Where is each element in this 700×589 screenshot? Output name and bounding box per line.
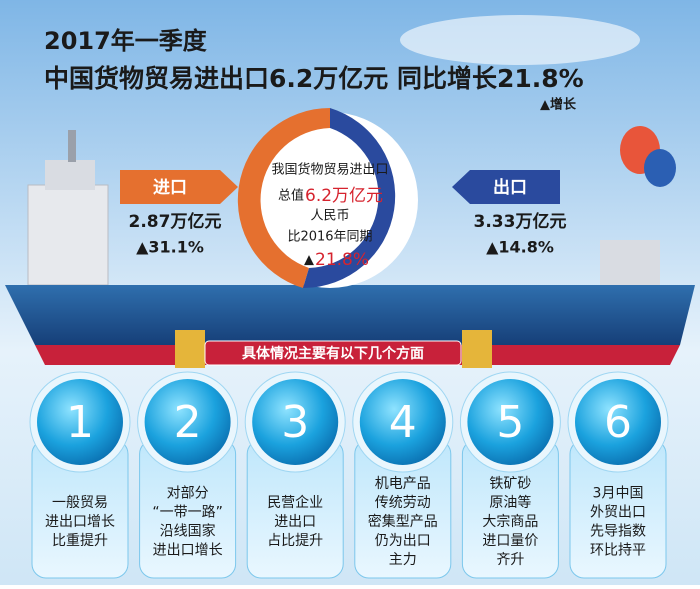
import-amount: 2.87万亿元: [129, 211, 222, 232]
item-text: 仍为出口: [375, 533, 431, 549]
center-arrow: ▲: [304, 253, 314, 268]
legend: ▲增长: [540, 97, 577, 113]
import-label: 进口: [153, 178, 187, 198]
center-text: 我国货物贸易进出口: [271, 162, 388, 178]
ship-crane: [600, 240, 660, 285]
item-number: 3: [281, 397, 309, 448]
item-text: 进出口增长: [153, 543, 223, 559]
item-text: 占比提升: [267, 533, 323, 549]
item-text: 主力: [389, 552, 417, 568]
item-number: 4: [389, 397, 417, 448]
coins: [175, 330, 205, 368]
item-text: 铁矿砂: [489, 476, 531, 492]
item-text: 原油等: [489, 494, 531, 511]
ship-mast: [68, 130, 76, 162]
item-text: “一带一路”: [152, 505, 223, 521]
item-ball: [252, 379, 339, 465]
balloon: [644, 149, 676, 187]
item-ball: [359, 379, 446, 465]
item-number: 6: [604, 397, 632, 448]
import-growth: ▲31.1%: [136, 238, 204, 257]
export-amount: 3.33万亿元: [474, 211, 567, 232]
import-tag: [120, 170, 238, 204]
item-text: 齐升: [496, 552, 524, 568]
center-text: 比2016年同期: [287, 230, 372, 245]
export-label: 出口: [493, 177, 527, 198]
ship-cabin: [27, 184, 109, 286]
item-text: 进出口增长: [45, 514, 115, 530]
ship-hull: [5, 285, 695, 345]
item-text: 进口量价: [482, 533, 538, 549]
donut-import: [237, 107, 330, 288]
ship-cabin: [45, 160, 95, 190]
center-value: 21.8%: [315, 250, 369, 270]
item-number: 1: [66, 397, 94, 448]
item-text: 沿线国家: [160, 523, 216, 540]
item-ball: [37, 379, 123, 465]
item-text: 一般贸易: [52, 495, 108, 511]
center-text: 人民币: [310, 209, 349, 224]
item-text: 比重提升: [52, 533, 108, 549]
item-ball: [144, 379, 231, 465]
items: 1一般贸易进出口增长比重提升2对部分“一带一路”沿线国家进出口增长3民营企业进出…: [29, 371, 669, 579]
item-ball: [467, 379, 554, 465]
item-text: 机电产品: [375, 476, 431, 492]
item-text: 进出口: [274, 514, 316, 530]
cloud: [400, 15, 640, 65]
item-text: 传统劳动: [375, 495, 431, 511]
item-number: 5: [496, 397, 524, 448]
item-text: 外贸出口: [590, 505, 646, 521]
title: 中国货物贸易进出口6.2万亿元 同比增长21.8%: [44, 64, 584, 93]
center-text: 总值: [278, 188, 304, 204]
item-text: 民营企业: [267, 494, 323, 511]
donut-export: [303, 108, 396, 289]
export-tag: [452, 170, 560, 204]
item-text: 先导指数: [590, 524, 646, 540]
center-value: 6.2万亿元: [305, 186, 383, 206]
export-growth: ▲14.8%: [486, 238, 554, 257]
title: 2017年一季度: [44, 27, 208, 55]
banner: 具体情况主要有以下几个方面: [241, 345, 424, 362]
item-text: 3月中国: [593, 486, 644, 502]
item-text: 大宗商品: [482, 514, 538, 530]
banner-box: [204, 340, 462, 366]
item-ball: [575, 379, 661, 465]
coins: [462, 330, 492, 368]
item-number: 2: [174, 397, 202, 448]
item-text: 环比持平: [590, 543, 646, 559]
item-text: 对部分: [167, 486, 209, 502]
item-text: 密集型产品: [368, 513, 438, 530]
